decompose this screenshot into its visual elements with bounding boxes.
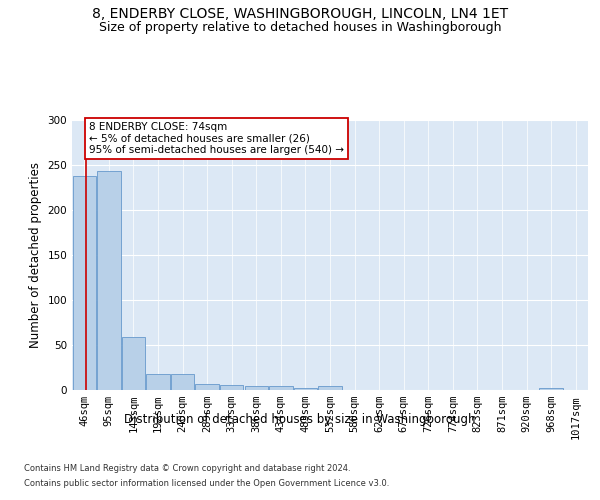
Bar: [319, 386, 341, 390]
Bar: [122, 337, 145, 390]
Bar: [539, 388, 563, 390]
Bar: [220, 384, 244, 390]
Bar: [269, 386, 293, 390]
Bar: [196, 384, 219, 390]
Bar: [171, 374, 194, 390]
Text: Contains public sector information licensed under the Open Government Licence v3: Contains public sector information licen…: [24, 479, 389, 488]
Bar: [73, 176, 96, 390]
Text: Size of property relative to detached houses in Washingborough: Size of property relative to detached ho…: [99, 21, 501, 34]
Bar: [245, 386, 268, 390]
Y-axis label: Number of detached properties: Number of detached properties: [29, 162, 42, 348]
Text: 8 ENDERBY CLOSE: 74sqm
← 5% of detached houses are smaller (26)
95% of semi-deta: 8 ENDERBY CLOSE: 74sqm ← 5% of detached …: [89, 122, 344, 155]
Text: Contains HM Land Registry data © Crown copyright and database right 2024.: Contains HM Land Registry data © Crown c…: [24, 464, 350, 473]
Bar: [146, 374, 170, 390]
Text: Distribution of detached houses by size in Washingborough: Distribution of detached houses by size …: [124, 412, 476, 426]
Bar: [97, 172, 121, 390]
Bar: [294, 388, 317, 390]
Text: 8, ENDERBY CLOSE, WASHINGBOROUGH, LINCOLN, LN4 1ET: 8, ENDERBY CLOSE, WASHINGBOROUGH, LINCOL…: [92, 8, 508, 22]
